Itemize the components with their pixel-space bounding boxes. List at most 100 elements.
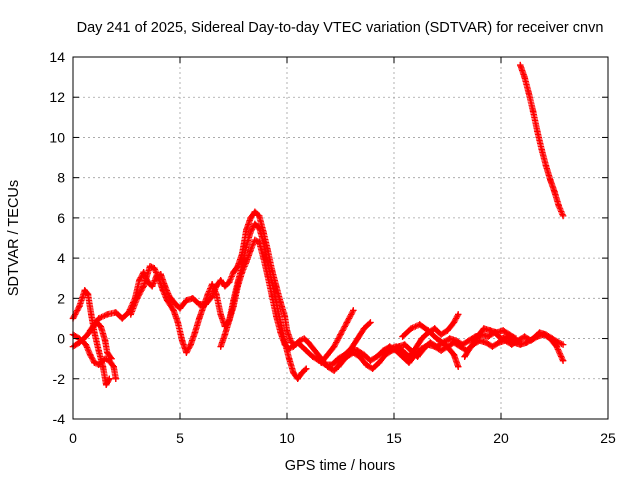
data-point: [119, 315, 126, 322]
data-point: [230, 303, 237, 310]
data-point: [305, 339, 312, 346]
y-tick-label: 14: [49, 49, 65, 65]
data-point: [104, 349, 111, 356]
data-point: [399, 347, 406, 354]
data-point: [247, 246, 254, 254]
data-point: [367, 319, 374, 326]
data-point: [99, 363, 107, 370]
data-point: [151, 264, 158, 272]
y-axis-label: SDTVAR / TECUs: [6, 180, 22, 296]
data-point: [204, 291, 212, 298]
data-point: [362, 361, 370, 368]
data-point: [273, 313, 280, 320]
data-point: [243, 258, 250, 266]
data-point: [251, 220, 259, 228]
data-point: [87, 311, 95, 318]
data-point: [155, 275, 162, 282]
data-point: [226, 317, 233, 324]
data-point: [480, 325, 488, 332]
data-point: [303, 365, 310, 372]
data-point: [431, 343, 438, 350]
data-point: [260, 254, 267, 262]
data-point: [465, 337, 473, 344]
data-point: [412, 345, 419, 352]
data-point: [84, 291, 92, 298]
data-point: [559, 341, 567, 348]
data-point: [529, 108, 537, 115]
y-tick-label: 8: [57, 170, 65, 186]
x-axis-label: GPS time / hours: [285, 458, 395, 474]
data-point: [277, 329, 284, 336]
data-point: [360, 325, 368, 332]
data-point: [268, 293, 276, 300]
data-point: [191, 329, 199, 336]
data-point: [399, 353, 406, 360]
data-point: [437, 331, 445, 338]
data-point: [375, 359, 383, 366]
data-point: [328, 361, 336, 368]
data-point: [542, 162, 550, 169]
data-point: [416, 321, 423, 328]
data-point: [86, 351, 94, 358]
data-point: [196, 315, 203, 322]
data-point: [521, 333, 528, 340]
data-point: [127, 311, 134, 318]
data-point: [360, 351, 368, 358]
data-point: [76, 339, 83, 346]
data-point: [555, 202, 562, 210]
data-point: [425, 341, 432, 348]
data-point: [489, 343, 496, 350]
data-point: [373, 353, 381, 360]
data-point: [95, 361, 102, 368]
data-point: [405, 359, 413, 366]
data-point: [442, 341, 449, 348]
data-point: [255, 224, 263, 232]
data-point: [367, 357, 374, 364]
data-point: [337, 331, 344, 338]
data-point: [517, 341, 524, 348]
data-point: [176, 305, 184, 312]
data-point: [437, 347, 445, 354]
data-point: [146, 262, 154, 270]
data-point: [431, 325, 438, 332]
data-point: [547, 176, 554, 183]
data-point: [183, 349, 190, 356]
data-point: [300, 335, 308, 342]
data-point: [82, 341, 90, 348]
data-point: [493, 329, 500, 336]
data-point: [467, 343, 475, 350]
data-point: [102, 381, 110, 389]
data-point: [95, 315, 102, 322]
data-point: [213, 291, 220, 298]
data-point: [444, 327, 451, 334]
data-point: [217, 311, 224, 318]
data-point: [433, 335, 440, 342]
data-point: [461, 353, 468, 360]
data-point: [136, 277, 143, 284]
y-tick-label: 2: [57, 290, 65, 306]
data-point: [97, 323, 105, 330]
data-point: [517, 61, 524, 69]
data-point: [163, 297, 171, 304]
data-point: [559, 212, 567, 220]
data-point: [285, 355, 293, 362]
data-point: [335, 363, 342, 370]
data-points: [69, 61, 567, 389]
data-point: [512, 335, 520, 342]
data-point: [76, 303, 83, 310]
data-point: [110, 363, 117, 370]
data-point: [418, 335, 426, 342]
data-point: [200, 303, 207, 310]
data-point: [187, 341, 194, 348]
data-point: [495, 339, 503, 346]
data-point: [330, 343, 338, 350]
data-point: [309, 353, 316, 360]
series-s10: [399, 321, 462, 370]
data-point: [140, 283, 147, 290]
data-point: [446, 335, 453, 342]
x-tick-label: 20: [493, 430, 509, 446]
series-s12: [517, 61, 567, 220]
y-tick-label: -4: [53, 411, 66, 427]
data-point: [170, 307, 177, 314]
